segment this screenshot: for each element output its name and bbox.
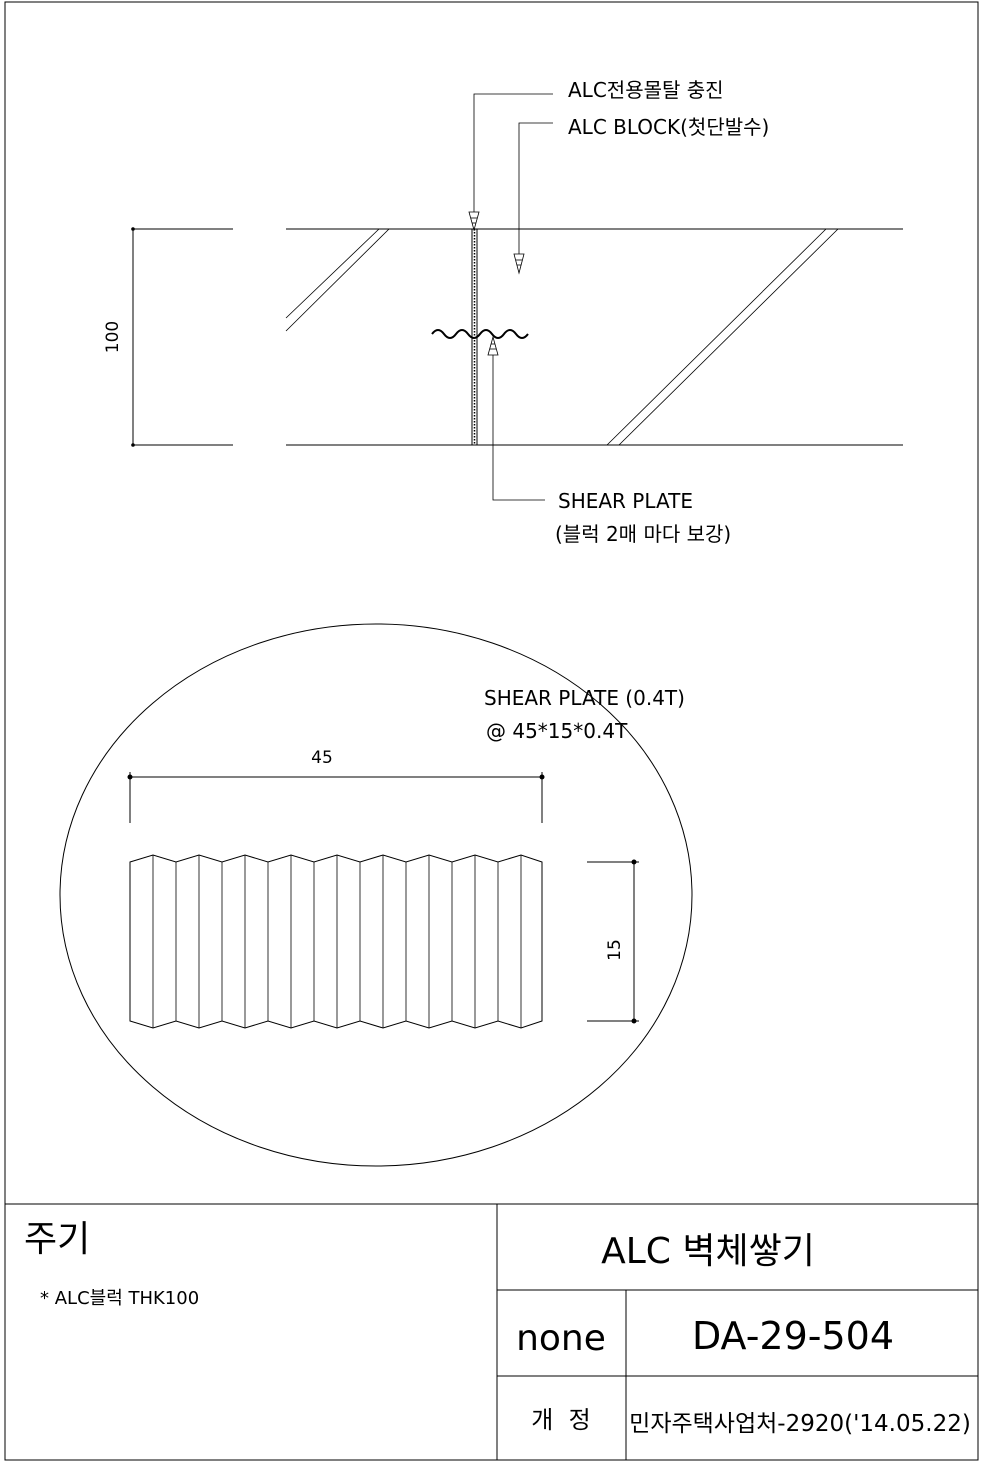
callout-shear-plate: SHEAR PLATE (558, 489, 693, 513)
callout-shear-plate-note: (블럭 2매 마다 보강) (555, 522, 731, 546)
detail-spec: @ 45*15*0.4T (486, 719, 628, 743)
dim-tick-top (131, 227, 135, 231)
sheet-border (4, 1, 979, 1461)
wall-section: 100 ALC전용몰탈 충진 ALC BLOCK(첫단발수) SHEAR PLA… (103, 78, 903, 546)
notes-heading: 주기 (24, 1219, 90, 1260)
plate-width-value: 45 (311, 748, 333, 768)
note-item: * ALC블럭 THK100 (40, 1288, 199, 1309)
plate-outline (129, 854, 543, 1029)
hatch-line (285, 228, 390, 332)
leader-alc-block (518, 122, 553, 256)
revision-value: 민자주택사업처-2920('14.05.22) (629, 1411, 971, 1437)
shear-plate-symbol (431, 329, 529, 339)
corrugated-plate (129, 854, 543, 1029)
leader-shear-plate (492, 354, 545, 501)
callout-alc-block: ALC BLOCK(첫단발수) (568, 115, 769, 139)
hatch-line (285, 228, 380, 319)
plate-height-value: 15 (605, 939, 625, 961)
leader-mortar-fill (473, 93, 553, 214)
detail-label: SHEAR PLATE (0.4T) (484, 686, 685, 710)
detail-circle (59, 623, 693, 1167)
dim-tick (539, 774, 545, 780)
hatch-line (618, 228, 839, 446)
callout-mortar-fill: ALC전용몰탈 충진 (568, 78, 724, 102)
dim-tick (127, 774, 133, 780)
shear-plate-detail: SHEAR PLATE (0.4T) @ 45*15*0.4T 45 15 (59, 623, 693, 1167)
dim-tick-bottom (131, 443, 135, 447)
hatch-line (606, 228, 827, 446)
leader-arrowhead (513, 253, 525, 275)
leader-arrowhead (487, 335, 499, 356)
drawing-title: ALC 벽체쌓기 (601, 1231, 815, 1272)
leader-arrowhead (468, 211, 480, 232)
revision-label: 개 정 (531, 1406, 590, 1434)
title-block: 주기 * ALC블럭 THK100 ALC 벽체쌓기 none DA-29-50… (5, 1203, 978, 1460)
dim-tick (631, 1018, 637, 1024)
dim-tick (631, 859, 637, 865)
wall-thickness-dimension: 100 (103, 321, 123, 353)
drawing-number: DA-29-504 (692, 1314, 894, 1358)
drawing-scale: none (516, 1318, 606, 1359)
